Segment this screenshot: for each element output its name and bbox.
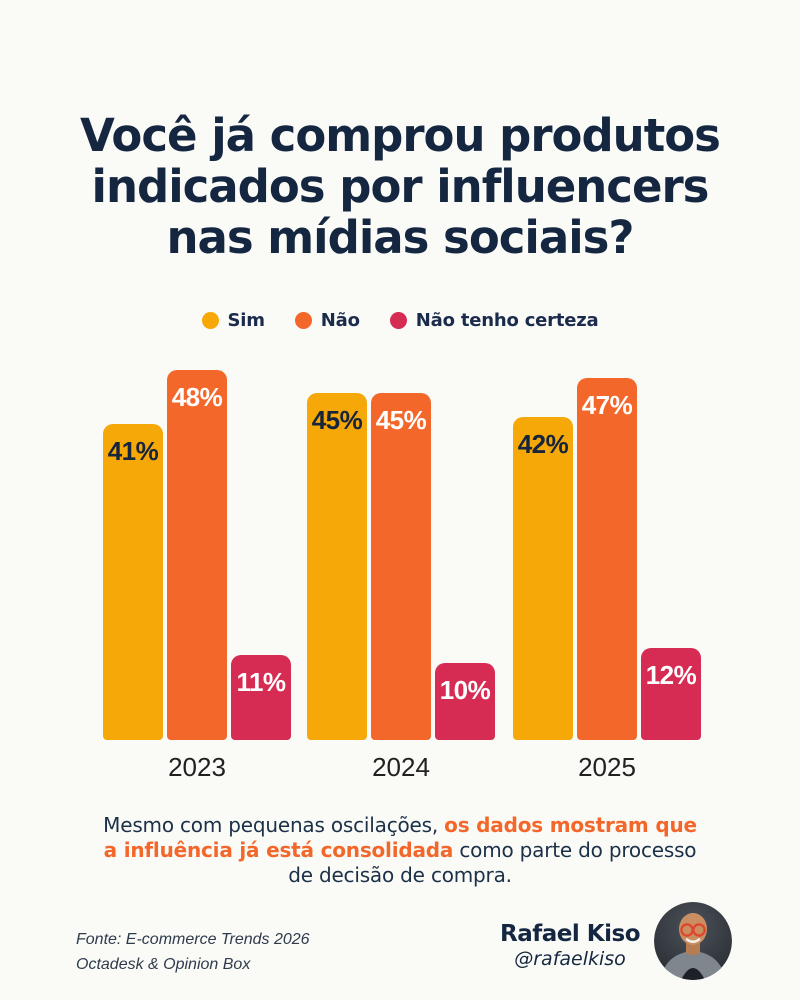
legend-label: Não tenho certeza (415, 310, 599, 331)
bar-group-2025: 42% 47% 12% 2025 (513, 362, 701, 782)
legend-item: Não tenho certeza (389, 310, 599, 331)
bar-2023-não-tenho-certeza: 11% (231, 655, 291, 740)
legend-item: Não (294, 310, 360, 331)
page-title: Você já comprou produtos indicados por i… (0, 110, 800, 263)
bar-value-label: 42% (517, 429, 569, 459)
bar-2025-não: 47% (577, 378, 637, 740)
author-block: Rafael Kiso @rafaelkiso (500, 921, 640, 970)
legend-dot-icon (294, 312, 312, 329)
bar-value-label: 11% (236, 667, 286, 697)
insight-segment: Mesmo com pequenas oscilações, (103, 813, 445, 837)
avatar-photo-illustration (654, 902, 732, 980)
source-note: Fonte: E-commerce Trends 2026 Octadesk &… (76, 927, 310, 977)
legend-dot-icon (389, 312, 407, 329)
bar-2025-não-tenho-certeza: 12% (641, 648, 701, 740)
bar-value-label: 48% (171, 382, 223, 412)
x-axis-label-2025: 2025 (578, 752, 636, 782)
author-handle: @rafaelkiso (514, 948, 626, 970)
bar-2024-não-tenho-certeza: 10% (435, 663, 495, 740)
bar-value-label: 12% (645, 660, 697, 690)
bar-value-label: 41% (107, 436, 159, 466)
insight-text: Mesmo com pequenas oscilações, os dados … (100, 813, 700, 888)
avatar (654, 902, 732, 980)
bar-value-label: 47% (581, 390, 633, 420)
x-axis-label-2024: 2024 (372, 752, 430, 782)
bar-2023-não: 48% (167, 370, 227, 740)
source-line: Fonte: E-commerce Trends 2026 (76, 931, 310, 948)
bar-group-2024: 45% 45% 10% 2024 (307, 362, 495, 782)
bar-2024-sim: 45% (307, 393, 367, 740)
chart-legend: Sim Não Não tenho certeza (0, 310, 800, 331)
bar-value-label: 45% (375, 405, 427, 435)
insight-segment: como parte do processo de decisão de com… (288, 838, 697, 887)
legend-dot-icon (201, 312, 219, 329)
bar-value-label: 45% (311, 405, 363, 435)
legend-label: Não (320, 310, 360, 331)
author-name: Rafael Kiso (500, 921, 640, 947)
bar-2023-sim: 41% (103, 424, 163, 740)
bar-2025-sim: 42% (513, 417, 573, 740)
legend-item: Sim (201, 310, 265, 331)
bar-chart: 41% 48% 11% 2023 45% 45% 10% 2024 42% 47% 12% 2025 (103, 362, 701, 782)
x-axis-label-2023: 2023 (168, 752, 226, 782)
bar-group-2023: 41% 48% 11% 2023 (103, 362, 291, 782)
page-title-line: nas mídias sociais? (166, 211, 634, 264)
page-title-line: indicados por influencers (91, 160, 710, 213)
bar-2024-não: 45% (371, 393, 431, 740)
legend-label: Sim (227, 310, 265, 331)
page-title-line: Você já comprou produtos (80, 109, 721, 162)
bar-value-label: 10% (439, 675, 491, 705)
insight-highlight: os dados mostram que a influência já est… (103, 813, 697, 862)
source-line: Octadesk & Opinion Box (76, 956, 251, 973)
